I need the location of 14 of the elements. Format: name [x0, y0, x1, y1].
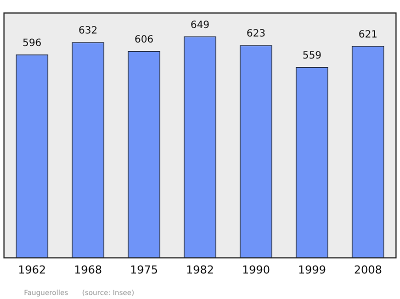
- data-label: 559: [302, 50, 322, 62]
- x-tick-label: 1975: [130, 263, 158, 276]
- x-tick-label: 2008: [354, 263, 382, 276]
- x-tick-label: 1982: [186, 263, 214, 276]
- data-label: 596: [22, 38, 42, 49]
- data-label: 606: [134, 34, 154, 46]
- x-tick-label: 1962: [18, 263, 46, 276]
- data-label: 621: [358, 29, 378, 40]
- data-label: 632: [78, 26, 98, 37]
- data-label: 649: [190, 20, 210, 31]
- x-tick-label: 1999: [298, 263, 326, 276]
- data-label: 623: [246, 28, 266, 40]
- x-tick-label: 1968: [74, 263, 102, 276]
- x-tick-label: 1990: [242, 263, 270, 276]
